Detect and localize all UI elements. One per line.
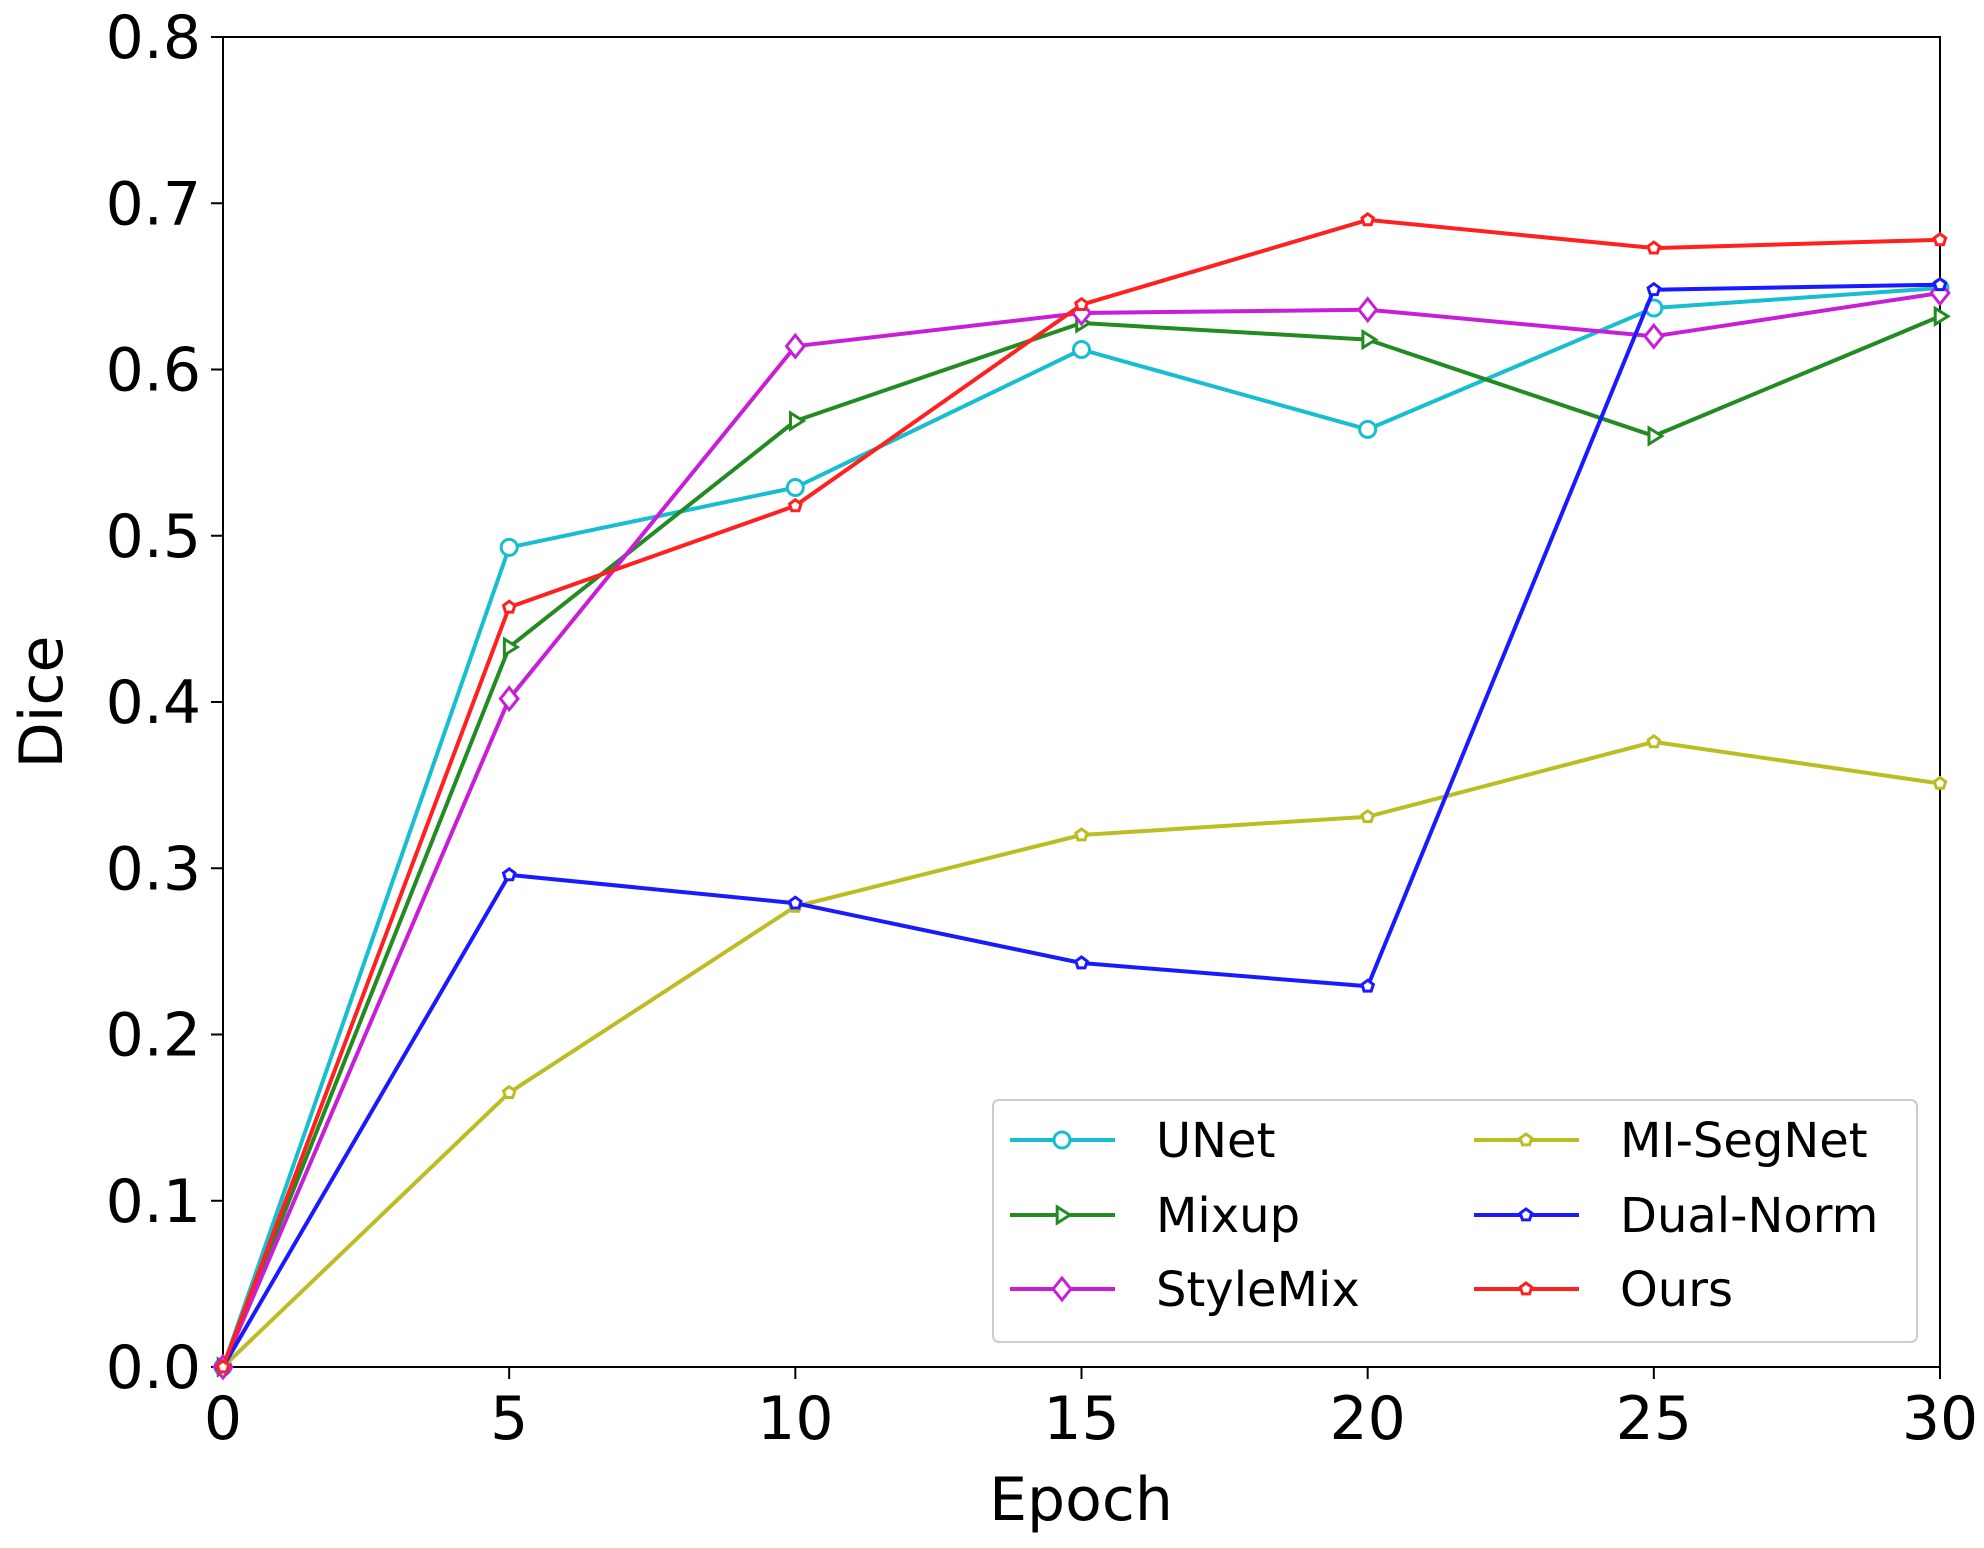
data-point-ours [1074,296,1089,311]
y-tick-label: 0.8 [106,3,201,73]
data-point-mi-segnet [1932,775,1948,790]
legend-label: MI-SegNet [1620,1113,1868,1169]
data-point-stylemix [1643,322,1665,350]
data-point-mi-segnet [1074,827,1089,842]
legend-item-ours: Ours [1474,1262,1733,1318]
legend-item-stylemix: StyleMix [1010,1262,1360,1318]
data-point-mixup [1647,425,1665,447]
x-tick-label: 20 [1329,1384,1405,1454]
legend-item-unet: UNet [1010,1113,1275,1169]
legend-item-mi-segnet: MI-SegNet [1474,1113,1868,1169]
legend-swatch-marker [1518,1207,1534,1222]
data-point-mixup [789,410,807,432]
y-tick-label: 0.0 [106,1333,201,1403]
data-point-mixup [1361,328,1379,351]
data-point-dual-norm [787,895,803,910]
data-point-mi-segnet [501,1084,517,1099]
data-point-dual-norm [1360,978,1376,993]
legend-swatch-marker [1518,1132,1534,1147]
y-tick-label: 0.1 [106,1167,201,1237]
legend-label: UNet [1156,1113,1275,1169]
y-tick-label: 0.3 [106,834,201,904]
data-point-stylemix [1356,296,1379,324]
data-point-stylemix [498,685,520,713]
x-tick-label: 15 [1043,1384,1119,1454]
data-point-ours [501,599,517,614]
data-point-dual-norm [1932,276,1948,292]
data-point-mixup [502,636,521,658]
x-axis-title: Epoch [989,1465,1173,1535]
legend-swatch-marker [1518,1281,1534,1296]
y-tick-label: 0.6 [106,336,201,406]
data-point-ours [1932,231,1948,247]
data-point-unet [499,537,519,557]
data-point-unet [785,478,805,498]
series-unet [213,278,1950,1377]
x-tick-label: 5 [490,1384,528,1454]
x-tick-label: 25 [1616,1384,1692,1454]
y-tick-label: 0.5 [106,502,201,572]
data-point-unet [1072,340,1091,360]
legend-swatch-marker [1055,1204,1073,1226]
legend-label: Mixup [1156,1188,1300,1244]
data-point-mi-segnet [1360,808,1376,824]
data-point-ours [1360,212,1376,227]
data-point-dual-norm [1074,955,1089,970]
legend: UNet Mixup StyleMix MI-SegNet Dual-Norm Ours [992,1099,1918,1343]
legend-item-dual-norm: Dual-Norm [1474,1188,1878,1244]
y-tick-label: 0.2 [106,1001,201,1071]
y-tick-label: 0.4 [106,668,201,738]
data-point-mi-segnet [1646,734,1662,749]
ticks-layer: 0 5 10 15 20 25 30 0.0 0.1 0.2 0.3 0.4 0.5 0.6 0.7 0.8 [106,3,1979,1454]
y-axis-title: Dice [7,636,77,769]
data-point-ours [787,497,803,513]
data-point-unet [1358,419,1378,439]
data-point-stylemix [784,332,807,360]
data-point-ours [1646,240,1662,255]
legend-label: Ours [1620,1262,1733,1318]
series-layer [212,212,1951,1381]
legend-swatch-marker [1051,1275,1073,1303]
legend-label: StyleMix [1156,1262,1360,1318]
data-point-dual-norm [1646,281,1662,297]
legend-frame [992,1099,1918,1343]
data-point-mixup [1933,305,1951,328]
x-tick-label: 0 [204,1384,242,1454]
data-point-dual-norm [501,867,517,882]
y-tick-label: 0.7 [106,169,201,239]
legend-swatch-marker [1052,1130,1072,1150]
x-tick-label: 10 [757,1384,833,1454]
legend-label: Dual-Norm [1620,1188,1878,1244]
data-point-ours [215,1359,231,1374]
series-ours [215,212,1948,1374]
x-tick-label: 30 [1902,1384,1978,1454]
legend-item-mixup: Mixup [1010,1188,1300,1244]
